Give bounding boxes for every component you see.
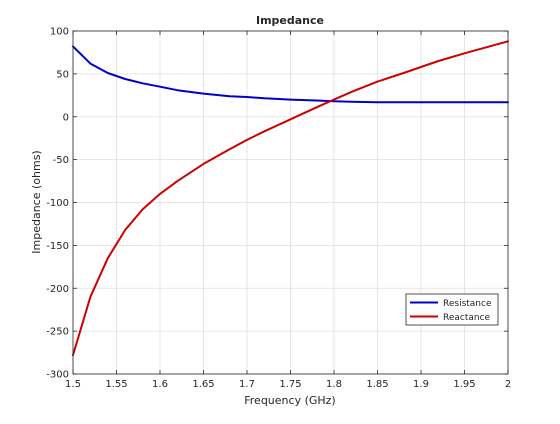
y-tick-label: -300 (46, 370, 69, 381)
y-tick-label: -50 (53, 155, 69, 166)
x-tick-label: 1.95 (453, 379, 475, 390)
legend-label-resistance: Resistance (443, 299, 492, 309)
legend-label-reactance: Reactance (443, 313, 491, 323)
x-axis-label: Frequency (GHz) (244, 394, 335, 407)
x-tick-label: 1.55 (105, 379, 127, 390)
y-tick-label: -150 (46, 241, 69, 252)
legend: Resistance Reactance (405, 293, 499, 326)
y-tick-label: -100 (46, 198, 69, 209)
y-tick-label: 50 (56, 69, 69, 80)
chart-title: Impedance (256, 14, 324, 27)
series-line-reactance (72, 40, 509, 357)
x-tick-label: 1.85 (366, 379, 388, 390)
x-tick-label: 1.6 (152, 379, 168, 390)
series-line-resistance (72, 45, 509, 104)
y-tick-label: 0 (63, 112, 69, 123)
x-tick-label: 1.75 (279, 379, 301, 390)
x-tick-label: 1.7 (239, 379, 255, 390)
y-tick-label: 100 (50, 27, 69, 38)
y-tick-label: -200 (46, 284, 69, 295)
legend-box (405, 293, 499, 326)
y-tick-label: -250 (46, 327, 69, 338)
y-axis-label: Impedance (ohms) (30, 150, 43, 253)
plot-frame (72, 30, 509, 375)
x-tick-label: 1.9 (413, 379, 429, 390)
x-tick-label: 1.5 (65, 379, 81, 390)
x-tick-label: 2 (505, 379, 511, 390)
x-tick-label: 1.8 (326, 379, 342, 390)
series-layer (72, 40, 509, 357)
tick-labels: 1.5 1.55 1.6 1.65 1.7 1.75 1.8 1.85 1.9 1.95 2 -300… (46, 27, 511, 391)
x-tick-label: 1.65 (192, 379, 214, 390)
